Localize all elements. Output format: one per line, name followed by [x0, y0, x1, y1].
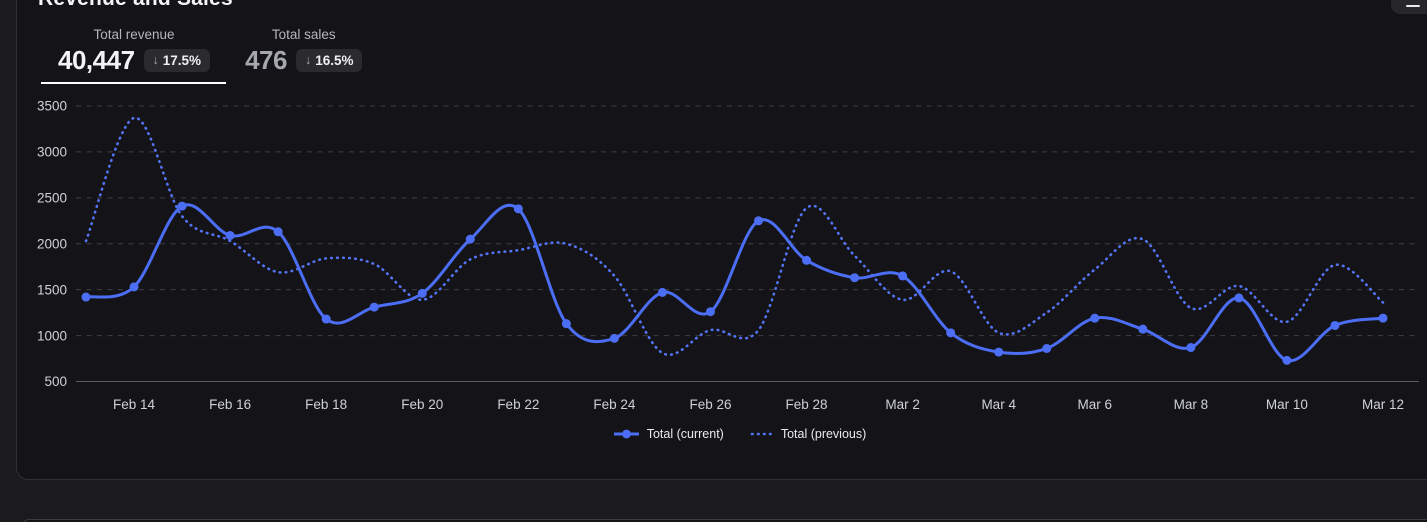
svg-text:Mar 10: Mar 10 [1266, 397, 1308, 412]
svg-text:3500: 3500 [37, 99, 67, 114]
legend-label: Total (current) [646, 427, 724, 441]
svg-text:2000: 2000 [37, 236, 67, 251]
svg-text:Feb 26: Feb 26 [689, 397, 731, 412]
legend-label: Total (previous) [780, 427, 867, 441]
minimize-button[interactable] [1391, 0, 1427, 14]
metric-label: Total sales [271, 27, 336, 42]
delta-badge: ↓ 16.5% [295, 48, 363, 72]
down-arrow-icon: ↓ [304, 53, 312, 67]
down-arrow-icon: ↓ [152, 53, 159, 67]
svg-text:2500: 2500 [37, 191, 67, 206]
delta-badge: ↓ 17.5% [143, 48, 211, 72]
svg-text:Feb 18: Feb 18 [305, 397, 347, 412]
metric-label: Total revenue [93, 27, 175, 42]
solid-line-marker-icon [613, 429, 639, 439]
svg-text:Feb 14: Feb 14 [113, 397, 156, 412]
svg-text:Feb 28: Feb 28 [786, 397, 828, 412]
svg-text:Mar 2: Mar 2 [885, 397, 920, 412]
revenue-sales-card: Revenue and Sales Total revenue 40,447 ↓… [16, 0, 1427, 480]
svg-text:Mar 6: Mar 6 [1078, 397, 1113, 412]
metric-value: 40,447 [58, 45, 135, 75]
svg-text:Feb 20: Feb 20 [401, 397, 443, 412]
svg-text:1000: 1000 [37, 328, 67, 343]
delta-value: 17.5% [162, 52, 202, 68]
dotted-line-marker-icon [750, 432, 774, 436]
legend-item-current[interactable]: Total (current) [613, 427, 724, 441]
svg-text:Feb 22: Feb 22 [497, 397, 539, 412]
minimize-icon [1406, 4, 1420, 7]
svg-text:Feb 24: Feb 24 [593, 397, 636, 412]
metric-tabs: Total revenue 40,447 ↓ 17.5% Total sales… [41, 21, 364, 84]
svg-text:Feb 16: Feb 16 [209, 397, 251, 412]
legend-item-previous[interactable]: Total (previous) [750, 427, 866, 441]
delta-value: 16.5% [315, 52, 354, 68]
chart-svg: 500 1000 1500 2000 2500 3000 3500 Feb 14 Feb 16 F… [37, 99, 1419, 412]
metric-tab-total-revenue[interactable]: Total revenue 40,447 ↓ 17.5% [41, 21, 227, 84]
metric-tab-total-sales[interactable]: Total sales 476 ↓ 16.5% [243, 21, 364, 84]
metric-value: 476 [245, 45, 287, 75]
card-title: Revenue and Sales [38, 0, 233, 11]
svg-text:Mar 8: Mar 8 [1174, 397, 1209, 412]
svg-text:Mar 4: Mar 4 [981, 397, 1016, 412]
svg-text:1500: 1500 [37, 282, 67, 297]
revenue-sales-chart: 500 1000 1500 2000 2500 3000 3500 Feb 14 Feb 16 F… [1, 1, 1427, 461]
svg-text:Mar 12: Mar 12 [1362, 397, 1404, 412]
chart-legend: Total (current) Total (previous) [76, 427, 1403, 441]
next-card-top-edge [23, 519, 1427, 522]
svg-text:500: 500 [44, 374, 67, 389]
svg-text:3000: 3000 [37, 145, 67, 160]
